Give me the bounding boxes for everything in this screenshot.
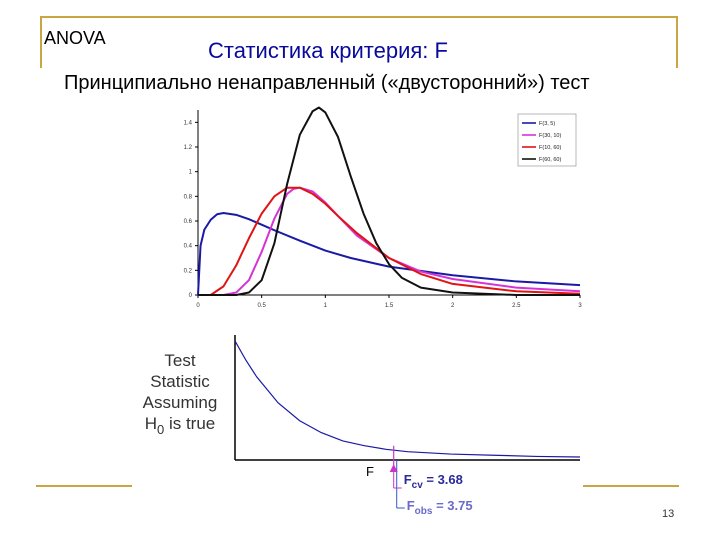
- obs-label-value: = 3.75: [432, 498, 472, 513]
- y-tick-label: 0.4: [184, 244, 193, 250]
- legend-label: F(3, 5): [539, 121, 555, 127]
- y-label-line: H0 is true: [145, 414, 216, 437]
- series-line-2: [198, 186, 581, 296]
- y-label-line: Test: [164, 351, 195, 370]
- cv-label-sub: cv: [412, 480, 424, 491]
- accent-line-bottom-right: [583, 485, 679, 487]
- cv-label-f: F: [404, 472, 412, 487]
- x-tick-label: 1: [324, 303, 328, 309]
- f-distribution-chart: 0 0.2 0.4 0.6 0.8 1 1.2 1.4 0 0.5 1 1.5 2 2.5 3 F(3, 5)…: [184, 106, 582, 309]
- obs-label-sub: obs: [415, 506, 433, 517]
- x-tick-label: 2.5: [512, 303, 521, 309]
- y-tick-label: 0: [189, 293, 193, 299]
- cv-label-value: = 3.68: [423, 472, 463, 487]
- accent-line-top: [40, 16, 678, 18]
- y-tick-label: 1.2: [184, 145, 193, 151]
- y-label-line: Statistic: [150, 372, 210, 391]
- series-line-3: [198, 106, 580, 296]
- y-label-sub: 0: [157, 422, 164, 437]
- x-tick-label: 2: [451, 303, 455, 309]
- legend-label: F(10, 60): [539, 145, 561, 151]
- x-tick-label: 3: [578, 303, 582, 309]
- y-label-h: H: [145, 414, 157, 433]
- y-tick-label: 1.4: [184, 120, 193, 126]
- x-axis-label: F: [366, 464, 374, 479]
- y-label-line: Assuming: [143, 393, 218, 412]
- y-tick-label: 0.6: [184, 219, 193, 225]
- accent-line-left: [40, 16, 42, 68]
- y-tick-label: 0.8: [184, 194, 193, 200]
- x-tick-label: 1.5: [385, 303, 394, 309]
- obs-label: Fobs = 3.75: [407, 498, 473, 517]
- cv-label: Fcv = 3.68: [404, 472, 463, 491]
- x-tick-label: 0.5: [257, 303, 266, 309]
- y-tick-label: 1: [189, 170, 193, 176]
- accent-line-bottom-left: [36, 485, 132, 487]
- y-label-rest: is true: [164, 414, 215, 433]
- x-tick-label: 0: [196, 303, 200, 309]
- series-line-1: [198, 186, 581, 296]
- accent-line-right: [676, 16, 678, 68]
- test-statistic-curve: [234, 340, 581, 458]
- section-tag: ANOVA: [44, 28, 106, 48]
- slide-title: Статистика критерия: F: [208, 38, 448, 63]
- legend-label: F(60, 60): [539, 157, 561, 163]
- obs-label-f: F: [407, 498, 415, 513]
- legend-label: F(30, 10): [539, 133, 561, 139]
- legend-box: [517, 113, 577, 167]
- y-tick-label: 0.2: [184, 268, 193, 274]
- page-number: 13: [662, 508, 675, 520]
- slide-subtitle: Принципиально ненаправленный («двусторон…: [64, 72, 590, 94]
- cv-marker-arrow: [389, 464, 398, 472]
